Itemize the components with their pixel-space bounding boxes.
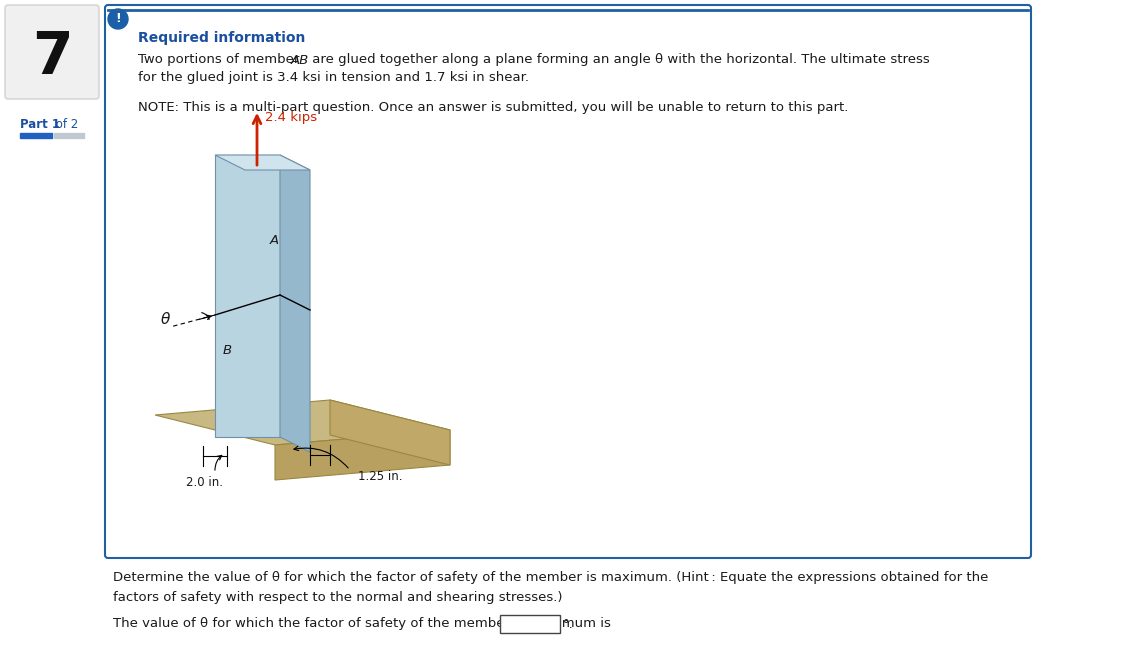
FancyBboxPatch shape xyxy=(5,5,99,99)
Circle shape xyxy=(108,9,128,29)
FancyBboxPatch shape xyxy=(106,5,1031,558)
Polygon shape xyxy=(214,155,310,170)
Text: The value of θ for which the factor of safety of the member is maximum is: The value of θ for which the factor of s… xyxy=(114,618,611,630)
Polygon shape xyxy=(214,155,280,437)
Text: factors of safety with respect to the normal and shearing stresses.): factors of safety with respect to the no… xyxy=(114,590,562,603)
Text: of 2: of 2 xyxy=(52,118,78,131)
Bar xyxy=(19,133,52,138)
Text: are glued together along a plane forming an angle θ with the horizontal. The ult: are glued together along a plane forming… xyxy=(309,53,930,66)
Text: °.: °. xyxy=(563,618,574,630)
Text: A: A xyxy=(270,233,279,246)
Text: B: B xyxy=(223,343,232,356)
Text: 2.4 kips: 2.4 kips xyxy=(265,111,317,124)
Text: 7: 7 xyxy=(32,29,72,86)
Text: NOTE: This is a multi-part question. Once an answer is submitted, you will be un: NOTE: This is a multi-part question. Onc… xyxy=(138,101,849,114)
Text: !: ! xyxy=(115,12,120,25)
Text: Required information: Required information xyxy=(138,31,305,45)
Text: Determine the value of θ for which the factor of safety of the member is maximum: Determine the value of θ for which the f… xyxy=(114,571,989,584)
Text: θ: θ xyxy=(161,313,170,328)
Polygon shape xyxy=(330,400,450,465)
Polygon shape xyxy=(275,430,450,480)
Polygon shape xyxy=(155,400,450,445)
Text: AB: AB xyxy=(291,53,310,66)
Text: Two portions of member: Two portions of member xyxy=(138,53,304,66)
Bar xyxy=(54,133,84,138)
Text: 1.25 in.: 1.25 in. xyxy=(358,471,403,484)
Bar xyxy=(500,615,560,633)
Text: for the glued joint is 3.4 ksi in tension and 1.7 ksi in shear.: for the glued joint is 3.4 ksi in tensio… xyxy=(138,72,529,84)
Polygon shape xyxy=(280,155,310,452)
Text: 2.0 in.: 2.0 in. xyxy=(187,476,224,489)
Text: Part 1: Part 1 xyxy=(19,118,60,131)
